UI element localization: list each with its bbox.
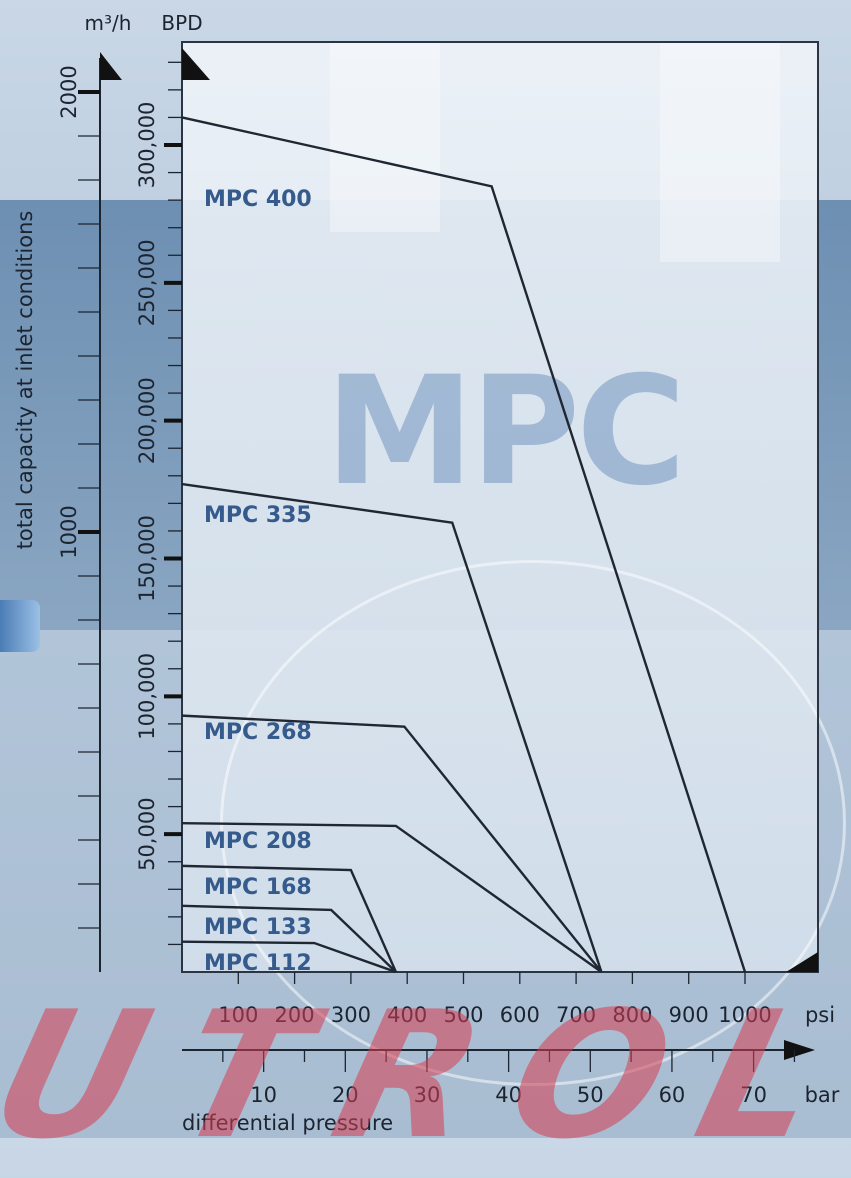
series-label: MPC 112 xyxy=(204,951,312,976)
m3h-axis-unit: m³/h xyxy=(85,11,132,35)
series-label: MPC 168 xyxy=(204,875,312,900)
m3h-tick-label: 2000 xyxy=(57,65,81,118)
bpd-axis-unit: BPD xyxy=(161,11,202,35)
bpd-tick-label: 200,000 xyxy=(135,377,159,464)
bpd-tick-label: 150,000 xyxy=(135,515,159,602)
y-axis-label: total capacity at inlet conditions xyxy=(13,211,37,550)
bpd-tick-label: 100,000 xyxy=(135,653,159,740)
series-label: MPC 335 xyxy=(204,503,312,528)
series-label: MPC 400 xyxy=(204,187,312,212)
plot-corner-arrow xyxy=(786,952,818,972)
bpd-tick-label: 50,000 xyxy=(135,797,159,870)
bpd-tick-label: 300,000 xyxy=(135,102,159,189)
bpd-tick-label: 250,000 xyxy=(135,239,159,326)
series-label: MPC 208 xyxy=(204,829,312,854)
bpd-axis-arrow xyxy=(182,48,210,80)
series-label: MPC 133 xyxy=(204,915,312,940)
m3h-tick-label: 1000 xyxy=(57,505,81,558)
brand-watermark: UTROL xyxy=(0,975,851,1178)
capacity-chart: m³/h 1000 2000 total capacity at inlet cond… xyxy=(0,0,851,1138)
m3h-axis-arrow xyxy=(100,52,122,80)
series-label: MPC 268 xyxy=(204,720,312,745)
